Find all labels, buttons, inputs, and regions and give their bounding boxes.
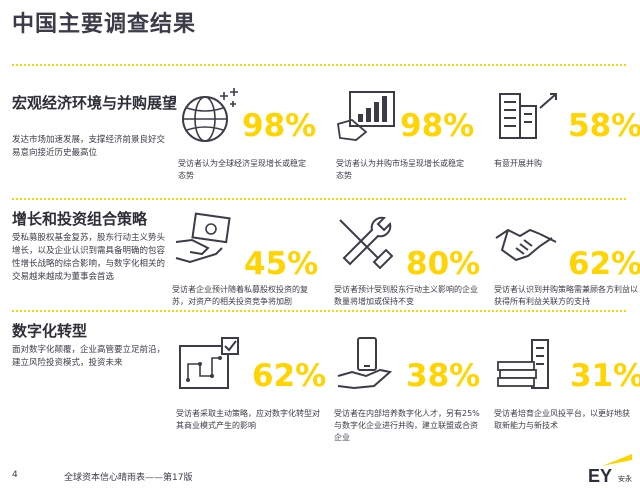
stat-value: 38% — [406, 358, 481, 394]
growth-chart-icon — [336, 91, 395, 141]
section-macro: 宏观经济环境与并购展望 发达市场加速发展，支撑经济前景良好交易意向接近历史最高位… — [0, 84, 640, 189]
section-description: 发达市场加速发展，支撑经济前景良好交易意向接近历史最高位 — [12, 135, 166, 158]
stat-description: 受访者认识到并购策略需兼顾各方利益以获得所有利益关联方的支持 — [494, 285, 638, 306]
buildings-icon — [499, 93, 557, 139]
section-divider — [12, 310, 626, 312]
stat-description: 受访者采取主动策略，应对数字化转型对其商业模式产生的影响 — [176, 409, 320, 430]
section-digital: 数字化转型 面对数字化颠覆，企业高管要立足前沿，建立风险投资模式，投资未来 62… — [0, 314, 640, 454]
stat-description: 受访者认为并购市场呈现增长或稳定态势 — [336, 159, 464, 180]
section-title: 数字化转型 — [12, 322, 88, 340]
money-hand-icon — [175, 212, 231, 264]
stat-description: 有意开展并购 — [494, 159, 542, 168]
logo-letters: EY — [588, 466, 613, 486]
stat-value: 80% — [406, 246, 481, 282]
stat-description: 受访者培育企业风投平台，以更好地获取新能力与新技术 — [494, 409, 630, 430]
stat-description: 受访者认为全球经济呈现增长或稳定态势 — [178, 159, 306, 180]
stat-description: 受访者企业预计随着私募股权投资的复苏，对资产的相关投资竞争将加剧 — [172, 285, 308, 306]
section-title: 宏观经济环境与并购展望 — [12, 94, 178, 112]
stat-value: 98% — [400, 108, 475, 144]
section-description: 受私募股权基金复苏，股东行动主义势头增长，以及企业认识到需具备明确的包容性增长战… — [12, 233, 166, 282]
section-growth: 增长和投资组合策略 受私募股权基金复苏，股东行动主义势头增长，以及企业认识到需具… — [0, 202, 640, 306]
stat-value: 98% — [242, 108, 317, 144]
stat-description: 受访者预计受到股东行动主义影响的企业数量将增加或保持不变 — [334, 285, 478, 306]
footer-publication: 全球资本信心晴雨表——第17版 — [64, 473, 193, 483]
page-number: 4 — [12, 470, 18, 480]
page-title: 中国主要调查结果 — [12, 12, 197, 37]
ey-logo: EY 安永 — [588, 452, 634, 488]
money-stack-icon — [497, 339, 549, 389]
stat-description: 受访者在内部培养数字化人才，另有25%与数字化企业进行并购，建立联盟或合资企业 — [334, 409, 480, 442]
globe-icon — [182, 88, 238, 142]
ey-beam-icon — [602, 454, 632, 466]
stat-value: 31% — [570, 358, 640, 394]
tools-icon — [339, 216, 394, 270]
circuit-check-icon — [179, 337, 239, 389]
stat-value: 62% — [252, 358, 327, 394]
logo-suffix: 安永 — [618, 475, 632, 483]
stat-value: 45% — [244, 246, 319, 282]
stat-value: 58% — [568, 108, 640, 144]
handshake-icon — [495, 228, 557, 262]
section-divider — [12, 198, 626, 200]
title-divider — [12, 64, 626, 66]
section-description: 面对数字化颠覆，企业高管要立足前沿，建立风险投资模式，投资未来 — [12, 345, 166, 368]
section-title: 增长和投资组合策略 — [12, 210, 148, 228]
hand-phone-icon — [337, 337, 393, 390]
stat-value: 62% — [568, 246, 640, 282]
